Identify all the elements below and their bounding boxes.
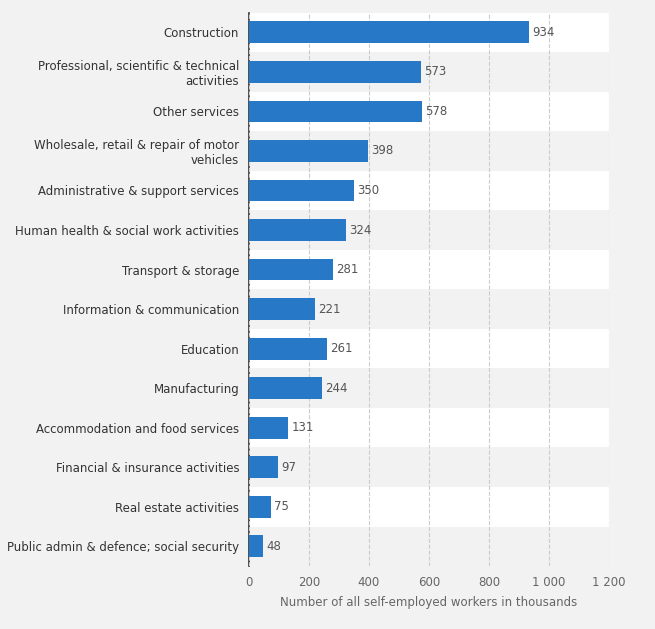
Bar — [249, 259, 333, 281]
Text: 261: 261 — [330, 342, 353, 355]
Text: 573: 573 — [424, 65, 446, 79]
Text: 350: 350 — [357, 184, 379, 197]
Bar — [249, 329, 609, 369]
Text: 221: 221 — [318, 303, 341, 316]
Bar — [249, 377, 322, 399]
Text: 131: 131 — [291, 421, 314, 434]
Text: 398: 398 — [371, 145, 394, 157]
Text: 934: 934 — [533, 26, 555, 39]
Bar — [249, 289, 609, 329]
Bar — [249, 180, 354, 201]
Bar — [249, 338, 328, 360]
Bar — [249, 535, 263, 557]
Text: 244: 244 — [325, 382, 348, 394]
Text: 281: 281 — [336, 263, 359, 276]
Bar — [249, 496, 271, 518]
Bar — [249, 140, 368, 162]
Bar — [249, 170, 609, 210]
Bar — [249, 13, 609, 52]
Bar — [249, 61, 421, 83]
Bar — [249, 487, 609, 526]
Text: 578: 578 — [426, 105, 447, 118]
Bar — [249, 298, 315, 320]
Bar — [249, 210, 609, 250]
Bar — [249, 408, 609, 447]
Text: 97: 97 — [281, 461, 296, 474]
Bar — [249, 219, 346, 241]
Bar — [249, 447, 609, 487]
Bar — [249, 131, 609, 170]
Text: 324: 324 — [349, 223, 371, 237]
Bar — [249, 52, 609, 92]
Text: 48: 48 — [267, 540, 281, 553]
Bar — [249, 21, 529, 43]
Bar — [249, 250, 609, 289]
X-axis label: Number of all self-employed workers in thousands: Number of all self-employed workers in t… — [280, 596, 578, 609]
Text: 75: 75 — [274, 500, 290, 513]
Bar — [249, 101, 422, 122]
Bar — [249, 457, 278, 478]
Bar — [249, 92, 609, 131]
Bar — [249, 417, 288, 438]
Bar — [249, 369, 609, 408]
Bar — [249, 526, 609, 566]
